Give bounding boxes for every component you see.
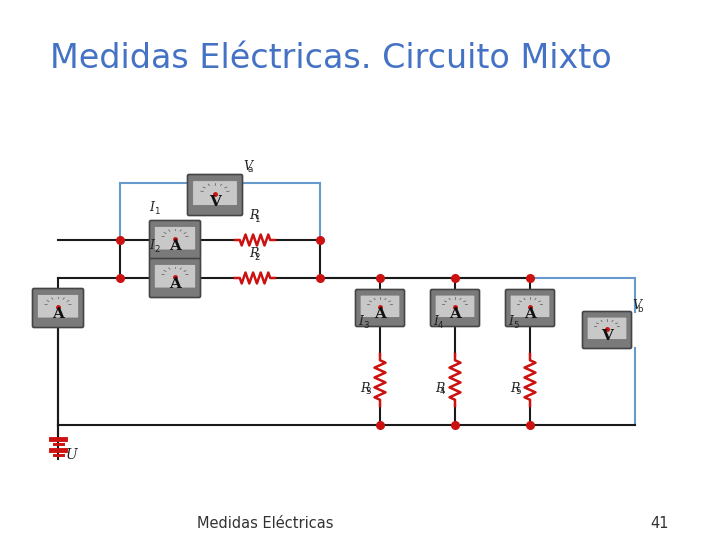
Text: 1: 1 [254,214,259,224]
Text: 4: 4 [440,388,446,396]
Text: I: I [149,201,154,214]
Text: V: V [243,160,252,173]
Text: 2: 2 [154,245,159,253]
Text: a: a [248,165,253,174]
FancyBboxPatch shape [32,288,84,327]
Text: 3: 3 [363,321,369,329]
Text: V: V [209,195,221,209]
FancyBboxPatch shape [37,294,78,318]
Text: V: V [632,299,641,312]
Text: A: A [374,307,386,321]
FancyBboxPatch shape [505,289,554,327]
Text: U: U [66,448,78,462]
FancyBboxPatch shape [431,289,480,327]
FancyBboxPatch shape [150,259,200,298]
Text: Medidas Eléctricas: Medidas Eléctricas [197,516,333,531]
FancyBboxPatch shape [587,317,627,340]
FancyBboxPatch shape [582,312,631,348]
Text: A: A [449,307,461,321]
FancyBboxPatch shape [150,220,200,260]
Text: A: A [169,239,181,253]
Text: R: R [249,209,258,222]
Text: 2: 2 [254,253,259,261]
Text: R: R [435,382,444,395]
Text: 3: 3 [365,388,371,396]
FancyBboxPatch shape [193,181,238,206]
Text: I: I [149,239,154,252]
FancyBboxPatch shape [360,295,400,318]
Text: A: A [169,278,181,292]
Text: V: V [601,329,613,343]
FancyBboxPatch shape [154,265,196,288]
Text: b: b [637,305,642,314]
Text: I: I [508,315,513,328]
FancyBboxPatch shape [154,226,196,250]
FancyBboxPatch shape [510,295,550,318]
Text: 5: 5 [515,388,521,396]
Text: Medidas Eléctricas. Circuito Mixto: Medidas Eléctricas. Circuito Mixto [50,42,612,75]
Text: I: I [433,315,438,328]
Text: R: R [360,382,369,395]
Text: 4: 4 [438,321,444,329]
Text: 5: 5 [513,321,518,329]
Text: A: A [52,307,64,321]
FancyBboxPatch shape [435,295,475,318]
Text: I: I [358,315,363,328]
Text: R: R [249,247,258,260]
Text: 1: 1 [154,206,159,215]
Text: A: A [524,307,536,321]
Text: R: R [510,382,519,395]
Text: 41: 41 [651,516,670,531]
FancyBboxPatch shape [187,174,243,215]
FancyBboxPatch shape [356,289,405,327]
